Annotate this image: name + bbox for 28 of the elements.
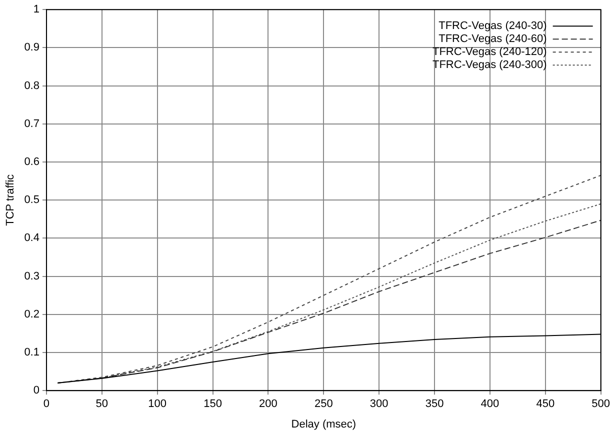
- x-tick-label: 250: [314, 398, 333, 410]
- y-tick-label: 0.1: [24, 346, 40, 359]
- x-tick-label: 0: [43, 398, 50, 410]
- legend-label: TFRC-Vegas (240-60): [438, 33, 547, 46]
- x-tick-label: 200: [259, 398, 278, 410]
- x-tick-label: 300: [370, 398, 388, 410]
- y-tick-label: 0.5: [24, 194, 40, 206]
- x-tick-label: 50: [96, 398, 108, 410]
- y-tick-label: 0.9: [24, 42, 40, 54]
- y-axis-title: TCP traffic: [4, 174, 17, 226]
- legend-label: TFRC-Vegas (240-30): [438, 20, 547, 32]
- legend-label: TFRC-Vegas (240-120): [432, 46, 547, 58]
- x-tick-label: 450: [536, 398, 555, 410]
- y-tick-label: 0: [33, 384, 40, 397]
- y-tick-label: 0.7: [24, 118, 40, 130]
- y-tick-label: 0.3: [24, 270, 40, 282]
- y-tick-label: 0.2: [24, 308, 40, 320]
- x-tick-label: 100: [148, 398, 167, 410]
- x-tick-label: 150: [204, 398, 222, 410]
- y-tick-label: 0.6: [24, 156, 40, 168]
- x-tick-label: 350: [425, 398, 444, 410]
- x-axis-title: Delay (msec): [291, 418, 356, 430]
- y-tick-label: 0.8: [24, 80, 40, 92]
- y-tick-label: 0.4: [24, 232, 40, 244]
- x-tick-label: 400: [480, 398, 500, 410]
- y-tick-label: 1: [33, 4, 40, 16]
- x-tick-label: 500: [592, 398, 610, 410]
- legend-label: TFRC-Vegas (240-300): [432, 59, 547, 72]
